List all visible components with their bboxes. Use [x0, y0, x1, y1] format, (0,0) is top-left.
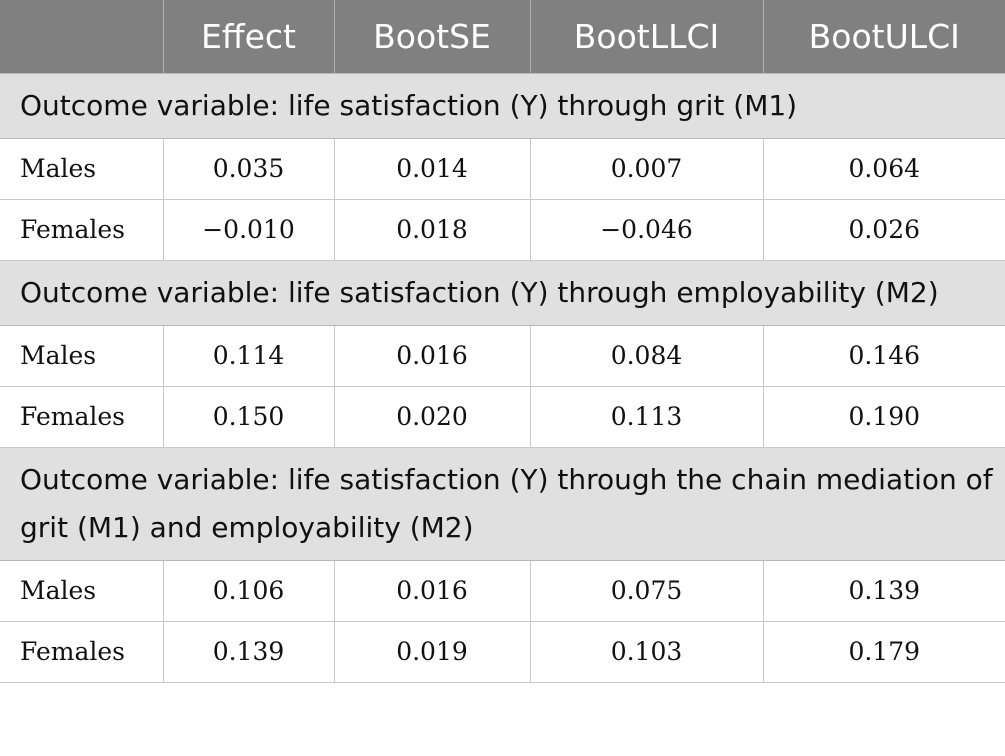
bootse-cell: 0.016 [333, 559, 531, 622]
table-body: Outcome variable: life satisfaction (Y) … [0, 72, 1005, 683]
bootllci-cell: 0.113 [529, 385, 764, 448]
table-row: Females −0.010 0.018 −0.046 0.026 [0, 198, 1005, 261]
bootulci-cell: 0.179 [762, 620, 1005, 683]
group-cell: Males [0, 324, 164, 387]
bootse-cell: 0.018 [333, 198, 531, 261]
effect-cell: 0.150 [162, 385, 335, 448]
effect-cell: 0.035 [162, 137, 335, 200]
bootse-cell: 0.016 [333, 324, 531, 387]
header-cell-bootse: BootSE [333, 0, 530, 73]
group-cell: Females [0, 198, 164, 261]
section-header-row: Outcome variable: life satisfaction (Y) … [0, 446, 1005, 561]
bootllci-cell: −0.046 [529, 198, 764, 261]
bootllci-cell: 0.084 [529, 324, 764, 387]
table-row: Males 0.114 0.016 0.084 0.146 [0, 324, 1005, 387]
bootllci-cell: 0.007 [529, 137, 764, 200]
effect-cell: −0.010 [162, 198, 335, 261]
header-row: Effect BootSE BootLLCI BootULCI [0, 0, 1005, 73]
table-header: Effect BootSE BootLLCI BootULCI [0, 0, 1005, 73]
section-header-row: Outcome variable: life satisfaction (Y) … [0, 72, 1005, 139]
section-title: Outcome variable: life satisfaction (Y) … [0, 259, 1005, 326]
header-cell-group [0, 0, 163, 73]
table-row: Females 0.150 0.020 0.113 0.190 [0, 385, 1005, 448]
bootulci-cell: 0.064 [762, 137, 1005, 200]
group-cell: Males [0, 137, 164, 200]
header-cell-bootllci: BootLLCI [529, 0, 763, 73]
effect-cell: 0.106 [162, 559, 335, 622]
effect-cell: 0.114 [162, 324, 335, 387]
bootulci-cell: 0.026 [762, 198, 1005, 261]
header-cell-effect: Effect [162, 0, 334, 73]
bootse-cell: 0.014 [333, 137, 531, 200]
table-row: Males 0.106 0.016 0.075 0.139 [0, 559, 1005, 622]
bootulci-cell: 0.190 [762, 385, 1005, 448]
group-cell: Females [0, 385, 164, 448]
effect-cell: 0.139 [162, 620, 335, 683]
group-cell: Males [0, 559, 164, 622]
header-cell-bootulci: BootULCI [762, 0, 1005, 73]
table-row: Females 0.139 0.019 0.103 0.179 [0, 620, 1005, 683]
bootllci-cell: 0.075 [529, 559, 764, 622]
bootulci-cell: 0.139 [762, 559, 1005, 622]
bootulci-cell: 0.146 [762, 324, 1005, 387]
section-title: Outcome variable: life satisfaction (Y) … [0, 72, 1005, 139]
bootse-cell: 0.019 [333, 620, 531, 683]
section-title: Outcome variable: life satisfaction (Y) … [0, 446, 1005, 561]
group-cell: Females [0, 620, 164, 683]
section-header-row: Outcome variable: life satisfaction (Y) … [0, 259, 1005, 326]
bootse-cell: 0.020 [333, 385, 531, 448]
mediation-effects-table: Effect BootSE BootLLCI BootULCI Outcome … [0, 0, 1005, 683]
bootllci-cell: 0.103 [529, 620, 764, 683]
table-row: Males 0.035 0.014 0.007 0.064 [0, 137, 1005, 200]
